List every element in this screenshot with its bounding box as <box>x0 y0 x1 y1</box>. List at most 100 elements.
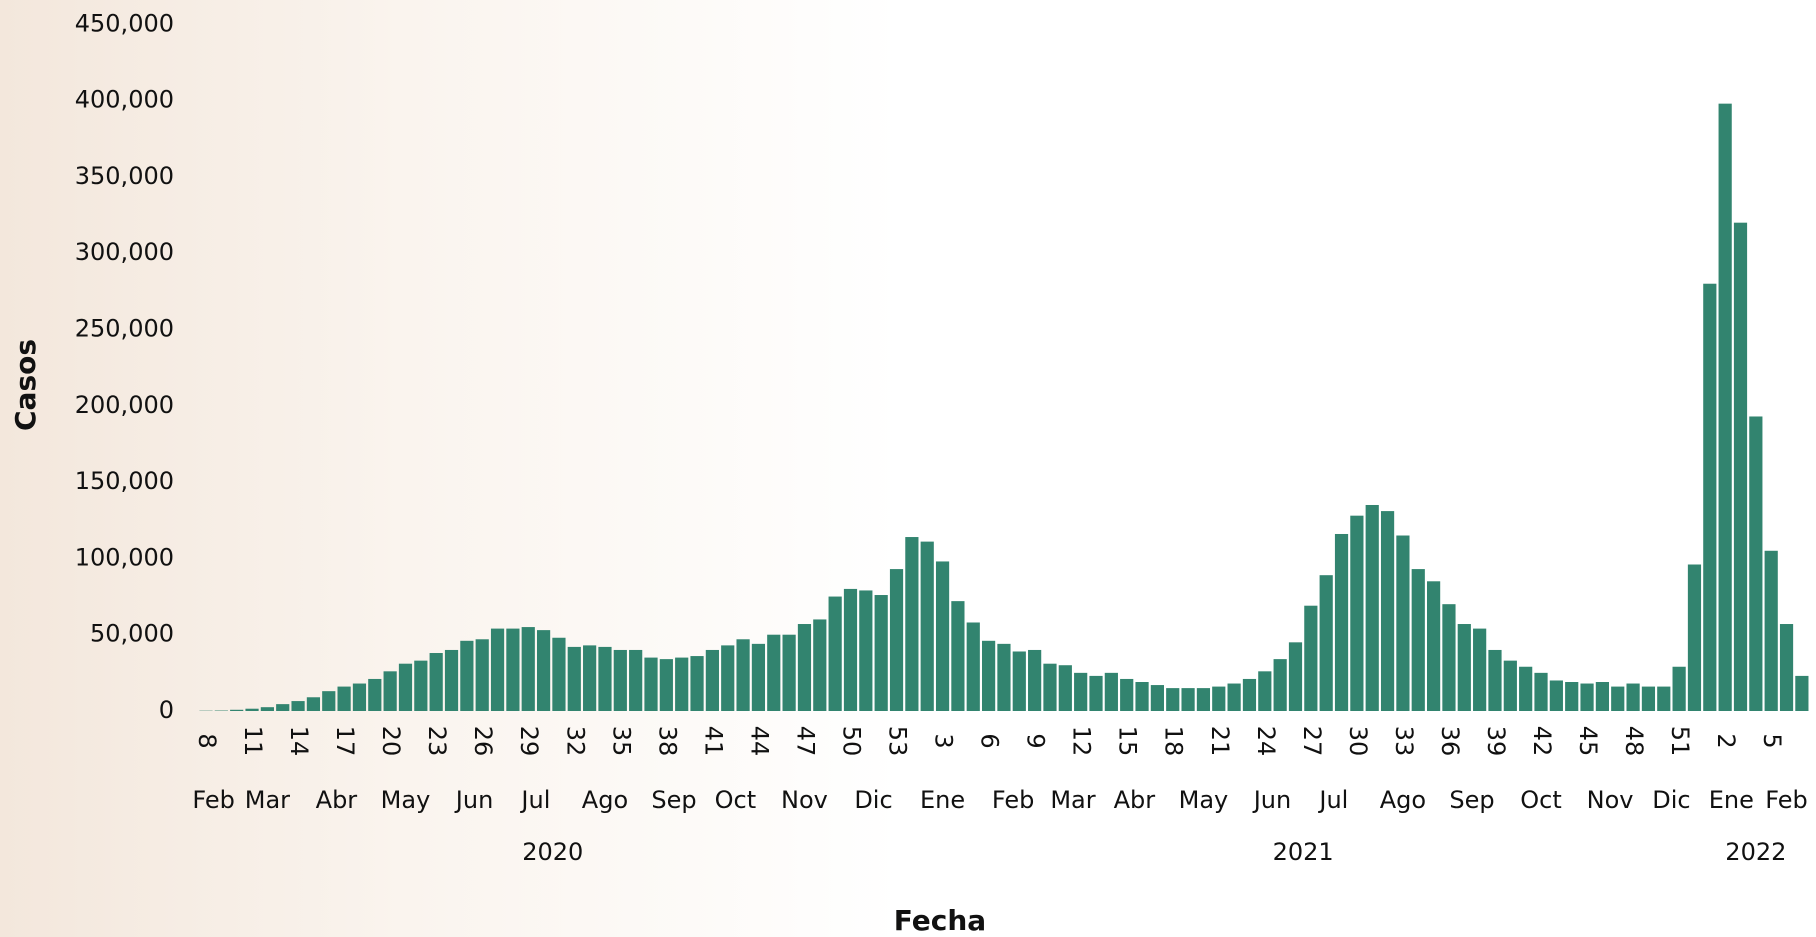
bar <box>782 634 796 711</box>
x-tick-label: 30 <box>1344 726 1372 757</box>
bar <box>1565 682 1579 711</box>
bar <box>1012 651 1026 711</box>
bar <box>1396 535 1410 711</box>
month-label: Jun <box>454 786 494 814</box>
bar <box>1795 675 1809 711</box>
bar <box>1166 688 1180 711</box>
bar <box>751 643 766 711</box>
bar <box>1488 649 1502 711</box>
x-tick-label: 3 <box>930 733 958 748</box>
bar <box>1043 663 1057 711</box>
month-label: Nov <box>1587 786 1634 814</box>
x-tick-label: 33 <box>1390 726 1418 757</box>
bar <box>291 701 305 711</box>
bar <box>506 628 520 711</box>
bar <box>813 619 827 711</box>
bar <box>552 637 566 711</box>
bar <box>444 649 459 711</box>
background <box>0 0 900 937</box>
bar <box>1380 511 1395 711</box>
x-axis-title: Fecha <box>894 904 986 937</box>
bar <box>1074 672 1088 711</box>
y-tick-label: 350,000 <box>75 162 174 190</box>
bar <box>383 671 397 711</box>
x-tick-label: 17 <box>331 726 359 757</box>
bar <box>490 628 505 711</box>
bar <box>1319 575 1333 711</box>
month-label: Oct <box>1520 786 1562 814</box>
month-label: Ene <box>1709 786 1754 814</box>
bar <box>1534 672 1548 711</box>
x-tick-label: 18 <box>1160 726 1188 757</box>
x-tick-label: 47 <box>791 726 819 757</box>
x-tick-label: 50 <box>837 726 865 757</box>
x-tick-label: 44 <box>745 726 773 757</box>
month-label: Ago <box>582 786 628 814</box>
month-label: Nov <box>781 786 828 814</box>
bar <box>690 656 704 711</box>
x-tick-label: 53 <box>884 726 912 757</box>
x-tick-label: 48 <box>1620 726 1648 757</box>
bar <box>1687 564 1702 711</box>
bar <box>659 659 673 711</box>
bar <box>1288 642 1303 711</box>
x-tick-label: 11 <box>239 726 267 757</box>
bar <box>1672 666 1686 711</box>
y-tick-label: 150,000 <box>75 467 174 495</box>
x-tick-label: 51 <box>1666 726 1694 757</box>
bar <box>1365 504 1379 711</box>
bar <box>1703 283 1717 711</box>
bar <box>721 645 735 711</box>
bar <box>598 646 612 711</box>
bar <box>843 588 858 711</box>
x-tick-label: 12 <box>1068 726 1096 757</box>
x-tick-label: 20 <box>377 726 405 757</box>
year-label: 2021 <box>1273 838 1334 866</box>
bar <box>230 709 244 711</box>
bar <box>889 569 904 711</box>
month-label: Abr <box>1114 786 1156 814</box>
bar <box>951 601 965 711</box>
bar <box>567 646 581 711</box>
month-label: May <box>1179 786 1229 814</box>
bar <box>1749 416 1763 711</box>
bar <box>1580 683 1594 711</box>
bar <box>398 663 413 711</box>
y-tick-label: 100,000 <box>75 543 174 571</box>
month-label: Abr <box>316 786 358 814</box>
month-label: Oct <box>715 786 757 814</box>
bar <box>352 683 367 711</box>
bar <box>859 590 873 711</box>
month-label: Dic <box>1652 786 1690 814</box>
month-label: Dic <box>854 786 892 814</box>
bar <box>1350 515 1364 711</box>
month-label: May <box>381 786 431 814</box>
bar <box>306 697 321 711</box>
bar <box>705 649 719 711</box>
bar <box>1104 672 1118 711</box>
x-tick-label: 6 <box>976 733 1004 748</box>
bar <box>322 691 336 711</box>
bar <box>1549 680 1563 711</box>
bar <box>368 678 382 711</box>
x-tick-label: 2 <box>1712 733 1740 748</box>
bar <box>521 627 535 711</box>
bar <box>1058 665 1072 711</box>
bar <box>337 686 351 711</box>
bar <box>1196 688 1211 711</box>
bar <box>1503 660 1517 711</box>
bar <box>966 622 980 711</box>
bar <box>828 596 842 711</box>
bar <box>1150 685 1164 711</box>
month-label: Ago <box>1380 786 1426 814</box>
month-label: Sep <box>1449 786 1494 814</box>
month-label: Sep <box>651 786 696 814</box>
bar <box>629 649 643 711</box>
x-tick-label: 15 <box>1114 726 1142 757</box>
y-axis-title: Casos <box>9 339 42 431</box>
bar <box>1120 678 1134 711</box>
month-label: Mar <box>1050 786 1095 814</box>
y-tick-label: 250,000 <box>75 315 174 343</box>
